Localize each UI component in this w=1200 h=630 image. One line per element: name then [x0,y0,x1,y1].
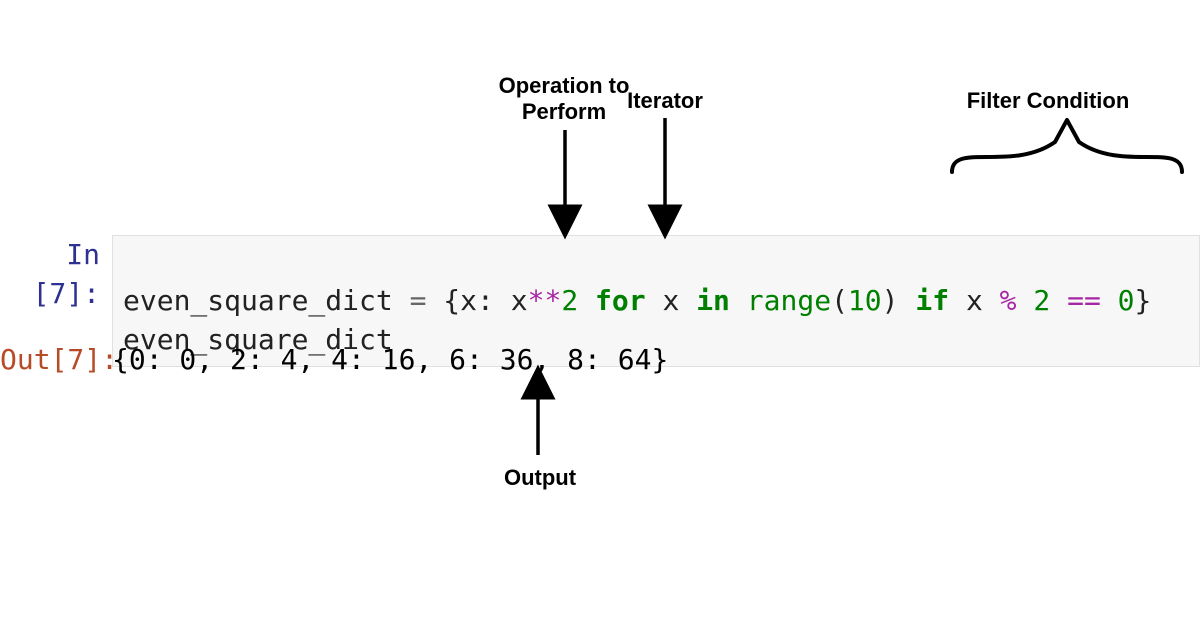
tok-space [679,284,696,317]
tok-num: 0 [1118,284,1135,317]
output-text: {0: 0, 2: 4, 4: 16, 6: 36, 8: 64} [112,340,668,379]
tok-func-range: range [747,284,831,317]
tok-num: 10 [848,284,882,317]
tok-space [1017,284,1034,317]
tok-mod-op: % [1000,284,1017,317]
tok-space [1101,284,1118,317]
tok-eq-op: == [1067,284,1101,317]
prompt-out: Out[7]: [0,340,112,379]
tok-var: x [460,284,477,317]
tok-var: even_square_dict [123,284,393,317]
annotation-output: Output [500,465,580,491]
tok-space [983,284,1000,317]
annotation-filter: Filter Condition [960,88,1136,114]
tok-keyword-for: for [595,284,646,317]
tok-assign: = [410,284,427,317]
annotation-operation: Operation to Perform [486,73,642,126]
tok-paren-close: ) [882,284,899,317]
tok-brace-open: { [443,284,460,317]
tok-space [899,284,916,317]
brace-filter [952,120,1182,172]
tok-power-op: ** [528,284,562,317]
tok-var: x [966,284,983,317]
tok-var: x [662,284,679,317]
tok-space [578,284,595,317]
prompt-in: In [7]: [0,235,112,313]
tok-keyword-if: if [915,284,949,317]
output-cell: Out[7]: {0: 0, 2: 4, 4: 16, 6: 36, 8: 64… [0,340,668,379]
tok-space [494,284,511,317]
tok-space [949,284,966,317]
diagram-container: Operation to Perform Iterator Filter Con… [0,0,1200,630]
tok-var: x [511,284,528,317]
annotation-iterator: Iterator [620,88,710,114]
tok-space [646,284,663,317]
tok-brace-close: } [1135,284,1152,317]
tok-num: 2 [561,284,578,317]
tok-num: 2 [1033,284,1050,317]
tok-space [393,284,410,317]
tok-colon: : [477,284,494,317]
tok-keyword-in: in [696,284,730,317]
tok-space [1050,284,1067,317]
tok-space [730,284,747,317]
tok-space [426,284,443,317]
tok-paren-open: ( [831,284,848,317]
